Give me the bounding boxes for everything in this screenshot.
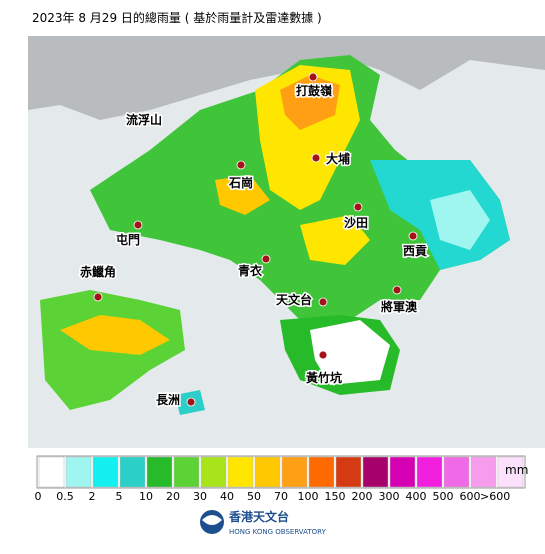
map [28, 36, 545, 448]
legend-swatch [200, 456, 227, 488]
legend-label: 200 [352, 490, 373, 503]
legend-swatch [38, 456, 65, 488]
legend-label: 70 [274, 490, 288, 503]
legend-label: 10 [139, 490, 153, 503]
place-label: 大埔 [326, 151, 350, 166]
place-dot [261, 254, 271, 264]
north-core [280, 75, 340, 130]
legend-swatch [254, 456, 281, 488]
legend-swatch [227, 456, 254, 488]
sai-kung-light [430, 190, 490, 250]
legend-label: 40 [220, 490, 234, 503]
place-label: 天文台 [276, 292, 312, 307]
place-dot [186, 397, 196, 407]
legend-label: 150 [325, 490, 346, 503]
place-dot [408, 231, 418, 241]
place-label: 長洲 [156, 392, 180, 407]
place-dot [392, 285, 402, 295]
place-dot [133, 220, 143, 230]
legend-label: 20 [166, 490, 180, 503]
legend-label: 0.5 [56, 490, 74, 503]
legend-label: 600 [460, 490, 481, 503]
legend-swatch [335, 456, 362, 488]
place-dot [311, 153, 321, 163]
hk-island-dry [310, 320, 390, 385]
place-label: 流浮山 [126, 112, 162, 127]
legend-swatch [146, 456, 173, 488]
legend-label: 5 [116, 490, 123, 503]
legend-label: 30 [193, 490, 207, 503]
legend-swatch [92, 456, 119, 488]
logo-name: 香港天文台 [228, 509, 289, 524]
legend-label: 400 [406, 490, 427, 503]
place-label: 打鼓嶺 [296, 83, 333, 98]
legend-swatch [281, 456, 308, 488]
legend: 0 0.5 2 5 10 20 30 40 50 70 100 150 200 300 400 500 600 >… [35, 455, 526, 503]
place-dot [308, 72, 318, 82]
place-label: 石崗 [228, 175, 253, 190]
legend-label: 300 [379, 490, 400, 503]
place-label: 將軍澳 [381, 299, 418, 314]
legend-unit: mm [505, 463, 528, 477]
legend-swatch [497, 456, 524, 488]
legend-swatch [65, 456, 92, 488]
place-label: 黃竹坑 [305, 370, 342, 385]
legend-label: 50 [247, 490, 261, 503]
shek-kong-rain [215, 175, 270, 215]
place-dot [318, 350, 328, 360]
legend-swatch [416, 456, 443, 488]
legend-swatch [470, 456, 497, 488]
legend-label: 100 [298, 490, 319, 503]
header-bg [0, 0, 545, 36]
legend-swatch [443, 456, 470, 488]
legend-swatch [308, 456, 335, 488]
place-label: 屯門 [116, 232, 140, 247]
title: 2023年 8 月29 日的總雨量 ( 基於雨量計及雷達數據 ) [32, 10, 322, 25]
legend-swatch [389, 456, 416, 488]
place-label: 西貢 [403, 244, 427, 258]
legend-label: 500 [433, 490, 454, 503]
logo: 香港天文台 HONG KONG OBSERVATORY [200, 509, 327, 536]
legend-swatch [119, 456, 146, 488]
place-label: 青衣 [238, 263, 262, 278]
sha-tin-rain [300, 215, 370, 265]
logo-mark [202, 515, 222, 525]
legend-label: >600 [480, 490, 510, 503]
place-dot [353, 202, 363, 212]
lantau-rain [60, 315, 170, 355]
legend-swatch [173, 456, 200, 488]
legend-label: 2 [89, 490, 96, 503]
place-label: 沙田 [344, 216, 368, 230]
legend-swatch [362, 456, 389, 488]
legend-frame [36, 455, 526, 489]
logo-name-en: HONG KONG OBSERVATORY [229, 528, 327, 536]
place-dot [236, 160, 246, 170]
place-label: 赤鱲角 [80, 264, 116, 279]
place-dot [93, 292, 103, 302]
mainland [28, 36, 545, 120]
legend-label: 0 [35, 490, 42, 503]
place-dot [318, 297, 328, 307]
